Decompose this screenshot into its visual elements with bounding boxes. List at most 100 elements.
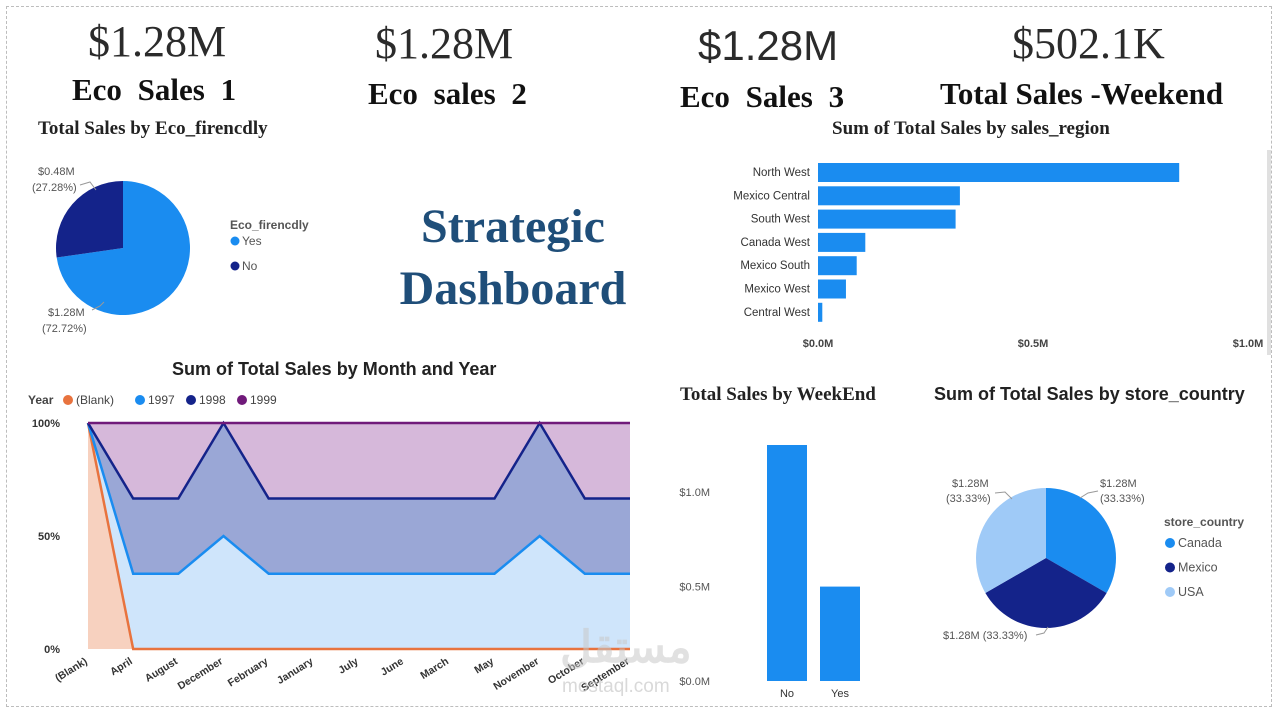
country-pie-chart: $1.28M (33.33%) $1.28M (33.33%) $1.28M (33.3…: [943, 478, 1244, 642]
legend-marker-usa: [1165, 587, 1175, 597]
x-tick-march: March: [418, 655, 451, 682]
axis-label-central-west: Central West: [744, 307, 811, 319]
axis-label-south-west: South West: [751, 214, 811, 226]
x-tick-blank: (Blank): [53, 655, 90, 684]
y-tick-0: 0%: [44, 644, 60, 656]
x-tick-february: February: [226, 655, 271, 689]
dashboard-title-line-2: Dashboard: [399, 262, 627, 315]
series-line-blank: [86, 422, 630, 651]
bar-mexico-central: [818, 186, 960, 206]
leader-line-no: [79, 181, 97, 191]
legend-title: store_country: [1164, 515, 1244, 529]
axis-label-north-west: North West: [753, 167, 811, 179]
legend-marker-yes: [230, 236, 240, 246]
legend-marker-canada: [1165, 538, 1175, 548]
area-1999: [88, 423, 630, 499]
area-1998: [88, 423, 630, 574]
kpi-eco-sales-1-value: $1.28M: [88, 17, 227, 66]
x-tick-june: June: [379, 655, 406, 678]
data-label-usa-pct: (33.33%): [946, 493, 991, 505]
kpi-eco-sales-2-value: $1.28M: [375, 19, 514, 68]
leader-line-canada: [1079, 490, 1099, 499]
leader-line-usa: [994, 491, 1013, 500]
data-label-no-value: $0.48M: [38, 166, 75, 178]
axis-label-canada-west: Canada West: [741, 237, 811, 249]
axis-label-mexico-central: Mexico Central: [733, 190, 810, 202]
bar-mexico-west: [818, 279, 846, 299]
dashboard-title: Strategic Dashboard: [368, 196, 658, 320]
y-tick-0-0m: $0.0M: [679, 676, 710, 688]
data-label-canada-value: $1.28M: [1100, 478, 1137, 490]
eco-pie-chart: $0.48M (27.28%) $1.28M (72.72%) Eco_firencdl…: [32, 166, 309, 335]
x-tick-yes: Yes: [831, 688, 849, 700]
legend-label-1997: 1997: [148, 393, 175, 407]
x-tick-april: April: [108, 655, 135, 678]
legend-label-1999: 1999: [250, 393, 277, 407]
x-tick-0-0m: $0.0M: [803, 338, 834, 350]
weekend-bar-chart: $0.0M $0.5M $1.0M No Yes: [679, 445, 860, 700]
x-tick-may: May: [472, 655, 496, 676]
legend-label-canada: Canada: [1178, 536, 1222, 550]
series-line-1997: [86, 422, 630, 575]
axis-label-mexico-west: Mexico West: [744, 284, 810, 296]
region-bar-chart: North West Mexico Central South West Canada…: [733, 150, 1271, 355]
legend-label-usa: USA: [1178, 585, 1204, 599]
legend-title: Eco_firencdly: [230, 218, 309, 232]
kpi-eco-sales-3-value: $1.28M: [698, 22, 839, 69]
bar-north-west: [818, 163, 1180, 182]
data-label-no-pct: (27.28%): [32, 182, 77, 194]
pie-slice-usa: [976, 488, 1046, 593]
x-tick-december: December: [176, 655, 225, 692]
bar-no: [767, 445, 807, 681]
area-1997: [88, 423, 630, 649]
x-tick-november: November: [491, 655, 541, 692]
country-pie-title: Sum of Total Sales by store_country: [934, 384, 1245, 404]
legend-marker-1997: [135, 395, 145, 405]
leader-line-mexico: [1035, 626, 1049, 636]
x-tick-january: January: [275, 655, 316, 687]
dashboard-title-line-1: Strategic: [421, 200, 605, 253]
pie-slice-yes: [56, 181, 190, 315]
watermark-arabic: مستقل: [560, 623, 692, 672]
legend-label-mexico: Mexico: [1178, 561, 1218, 575]
month-area-title: Sum of Total Sales by Month and Year: [172, 359, 497, 379]
month-area-chart: Year (Blank) 1997 1998 1999 0% 50% 100% (Blank) A…: [28, 393, 632, 694]
kpi-eco-sales-3-label: Eco Sales 3: [680, 79, 845, 114]
data-label-usa-value: $1.28M: [952, 478, 989, 490]
bar-yes: [820, 586, 860, 681]
dashboard-frame: [6, 6, 1272, 707]
data-label-canada-pct: (33.33%): [1100, 493, 1145, 505]
x-tick-0-5m: $0.5M: [1018, 338, 1049, 350]
legend-marker-1999: [237, 395, 247, 405]
y-tick-100: 100%: [32, 418, 60, 430]
x-tick-no: No: [780, 688, 794, 700]
pie-slice-canada: [1046, 488, 1116, 593]
pie-slice-mexico: [985, 558, 1107, 628]
x-tick-1-0m: $1.0M: [1233, 338, 1264, 350]
kpi-weekend-sales-value: $502.1K: [1012, 19, 1165, 68]
bar-south-west: [818, 209, 956, 229]
legend-label-no: No: [242, 259, 258, 273]
y-tick-0-5m: $0.5M: [679, 582, 710, 594]
leader-line-yes: [91, 301, 105, 311]
legend-marker-no: [230, 261, 240, 271]
pie-slice-no: [56, 181, 124, 258]
legend-title: Year: [28, 393, 54, 407]
legend-label-1998: 1998: [199, 393, 226, 407]
legend-marker-1998: [186, 395, 196, 405]
kpi-eco-sales-1-label: Eco Sales 1: [72, 72, 237, 107]
bar-central-west: [818, 302, 823, 322]
axis-label-mexico-south: Mexico South: [740, 260, 810, 272]
region-bar-title: Sum of Total Sales by sales_region: [832, 118, 1110, 139]
y-tick-1-0m: $1.0M: [679, 487, 710, 499]
legend-marker-blank: [63, 395, 73, 405]
legend-label-yes: Yes: [242, 234, 262, 248]
data-label-yes-pct: (72.72%): [42, 323, 87, 335]
kpi-weekend-sales-label: Total Sales -Weekend: [940, 76, 1224, 111]
weekend-bar-title: Total Sales by WeekEnd: [680, 384, 876, 405]
watermark-latin: mostaql.com: [562, 676, 670, 697]
y-tick-50: 50%: [38, 531, 60, 543]
legend-marker-mexico: [1165, 562, 1175, 573]
x-tick-august: August: [143, 655, 180, 685]
bar-mexico-south: [818, 256, 857, 276]
